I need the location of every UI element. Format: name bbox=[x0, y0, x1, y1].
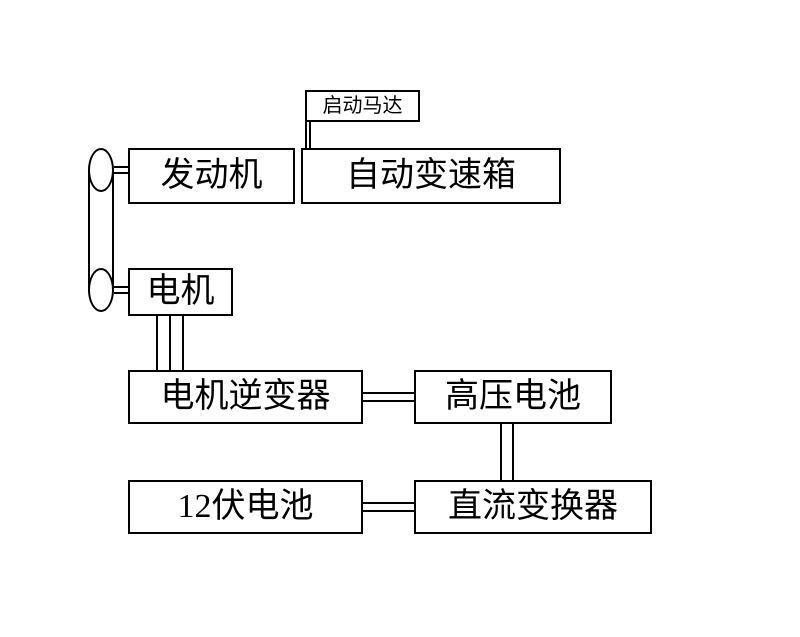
connector-starter-engine bbox=[305, 122, 311, 148]
battery-12v-block: 12伏电池 bbox=[128, 480, 363, 534]
starter-motor-label: 启动马达 bbox=[323, 96, 403, 116]
transmission-label: 自动变速箱 bbox=[346, 159, 516, 193]
starter-motor-block: 启动马达 bbox=[305, 90, 420, 122]
motor-block: 电机 bbox=[128, 268, 233, 316]
engine-label: 发动机 bbox=[161, 159, 263, 193]
shaft-engine bbox=[114, 166, 128, 174]
motor-label: 电机 bbox=[147, 275, 215, 309]
connector-inverter-hvbattery bbox=[363, 392, 414, 402]
inverter-block: 电机逆变器 bbox=[128, 370, 363, 424]
dc-converter-label: 直流变换器 bbox=[448, 490, 618, 524]
pulley-top bbox=[88, 148, 114, 192]
connector-12v-dcconverter bbox=[363, 502, 414, 512]
hv-battery-block: 高压电池 bbox=[414, 370, 612, 424]
pulley-bottom bbox=[88, 268, 114, 312]
shaft-motor bbox=[114, 286, 128, 294]
connector-motor-inverter bbox=[152, 316, 188, 370]
connector-hvbattery-dcconverter bbox=[500, 424, 514, 480]
belt-right bbox=[112, 170, 114, 292]
transmission-block: 自动变速箱 bbox=[301, 148, 561, 204]
hv-battery-label: 高压电池 bbox=[445, 380, 581, 414]
dc-converter-block: 直流变换器 bbox=[414, 480, 652, 534]
engine-block: 发动机 bbox=[128, 148, 295, 204]
battery-12v-label: 12伏电池 bbox=[178, 490, 314, 524]
belt-left bbox=[88, 170, 90, 292]
inverter-label: 电机逆变器 bbox=[161, 380, 331, 414]
